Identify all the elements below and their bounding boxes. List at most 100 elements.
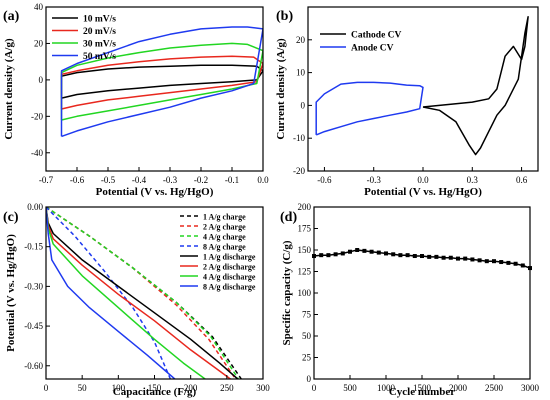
plot-frame	[313, 206, 531, 380]
x-tick-label: 50	[78, 383, 88, 393]
y-tick-label: 175	[298, 224, 312, 234]
x-tick-label: 100	[112, 383, 126, 393]
chart-panel-d: 0 500 1000 1500 2000 2500 3000 0 25 50 75 100 125 150…	[280, 202, 540, 398]
x-axis-label: Cycle number	[389, 386, 455, 398]
x-tick-label: 200	[184, 383, 198, 393]
y-tick-label: 20	[34, 38, 44, 48]
data-point	[319, 253, 324, 258]
y-tick-label: 100	[298, 288, 312, 298]
data-point	[499, 260, 504, 265]
x-tick-label: -0.5	[101, 175, 116, 185]
x-tick-label: 3000	[521, 383, 540, 393]
data-point	[412, 254, 417, 259]
x-tick-label: 0.0	[257, 175, 269, 185]
data-point	[348, 249, 352, 254]
x-tick-label: -0.6	[317, 175, 332, 185]
x-tick-label: -0.4	[132, 175, 147, 185]
y-axis-label: Current density (A/g)	[275, 38, 287, 140]
x-tick-label: 2500	[485, 383, 504, 393]
data-point	[340, 251, 345, 256]
y-tick-label: -40	[31, 148, 43, 158]
y-axis-label: Potential (V vs. Hg/HgO)	[5, 234, 17, 352]
data-point	[398, 253, 403, 258]
data-point	[470, 257, 475, 262]
x-axis-label: Potential (V vs. Hg/HgO)	[96, 186, 214, 198]
data-point	[405, 253, 410, 258]
legend-label: 50 mV/s	[83, 52, 116, 62]
legend-label: 8 A/g discharge	[203, 283, 256, 292]
data-point	[420, 254, 424, 259]
panel-label: (a)	[3, 9, 20, 24]
x-tick-label: 0.6	[516, 175, 528, 185]
y-tick-label: 50	[302, 331, 312, 341]
data-point	[477, 258, 482, 263]
data-point	[506, 260, 511, 265]
panel-label: (c)	[3, 210, 19, 225]
data-point	[456, 256, 460, 261]
series-line-capacity	[314, 249, 530, 269]
data-point	[333, 252, 338, 257]
legend: 10 mV/s 20 mV/s 30 mV/s 50 mV/s	[52, 15, 116, 62]
y-tick-label: 200	[298, 202, 312, 212]
data-point	[427, 254, 432, 259]
x-tick-label: -0.3	[163, 175, 178, 185]
x-axis-label: Capacitance (F/g)	[113, 386, 197, 398]
y-tick-label: 0	[307, 374, 312, 384]
x-axis-label: Potential (V vs. Hg/HgO)	[364, 186, 482, 198]
data-point	[376, 250, 381, 255]
data-point	[384, 251, 388, 256]
y-tick-label: 0	[301, 100, 306, 110]
panel-label: (d)	[280, 210, 297, 225]
data-point	[448, 255, 453, 260]
data-point	[362, 248, 367, 253]
series-line-50-mv-s	[60, 26, 263, 138]
x-tick-label: 150	[148, 383, 162, 393]
chart-panel-a: -0.7 -0.6 -0.5 -0.4 -0.3 -0.2 -0.1 0.0 -40 -20 0 20…	[3, 2, 269, 198]
y-tick-label: 125	[298, 267, 312, 277]
y-tick-label: 0.00	[27, 202, 43, 212]
data-point	[391, 252, 396, 257]
data-point	[492, 259, 496, 264]
chart-panel-b: -0.6 -0.3 0.0 0.3 0.6 -20 -10 0 10 20 Potential (V…	[275, 6, 539, 198]
y-tick-label: 75	[302, 310, 312, 320]
y-tick-label: -0.30	[24, 281, 43, 291]
data-point	[520, 263, 525, 268]
x-tick-label: -0.3	[367, 175, 382, 185]
y-tick-label: -0.15	[24, 242, 43, 252]
x-tick-label: -0.2	[194, 175, 208, 185]
legend-label: 30 mV/s	[83, 40, 116, 50]
x-tick-label: 2000	[449, 383, 468, 393]
y-tick-label: 10	[296, 68, 306, 78]
x-tick-label: 1000	[377, 383, 396, 393]
x-tick-label: 1500	[413, 383, 432, 393]
series-line-2-a-g-discharge	[46, 207, 231, 379]
data-point	[434, 254, 439, 259]
legend-label: 10 mV/s	[83, 15, 116, 25]
data-point	[513, 261, 518, 266]
legend-label: 4 A/g charge	[203, 233, 246, 242]
x-tick-label: -0.7	[39, 175, 54, 185]
legend-label: 20 mV/s	[83, 27, 116, 37]
x-tick-label: 0	[312, 383, 317, 393]
panel-label: (b)	[276, 9, 293, 24]
x-tick-label: 300	[256, 383, 270, 393]
data-point	[484, 259, 489, 264]
y-axis-label: Current density (A/g)	[3, 38, 15, 140]
series-line-4-a-g-discharge	[46, 207, 206, 379]
x-tick-label: 0	[44, 383, 49, 393]
legend-label: Anode CV	[351, 44, 394, 54]
series-line-cathode-cv	[422, 16, 529, 156]
x-tick-label: 0.0	[417, 175, 429, 185]
y-tick-label: -10	[293, 133, 305, 143]
legend-label: 1 A/g charge	[203, 213, 246, 222]
y-tick-label: 25	[302, 353, 312, 363]
y-tick-label: 150	[298, 245, 312, 255]
chart-panel-c: 0 50 100 150 200 250 300 0.00 -0.15 -0.30 -0.45 -0.…	[3, 202, 270, 398]
x-tick-label: 500	[343, 383, 357, 393]
y-tick-label: 0	[39, 75, 44, 85]
y-axis-label: Specific capacity (C/g)	[281, 240, 293, 345]
legend-label: 2 A/g discharge	[203, 263, 256, 272]
x-tick-label: -0.1	[225, 175, 239, 185]
